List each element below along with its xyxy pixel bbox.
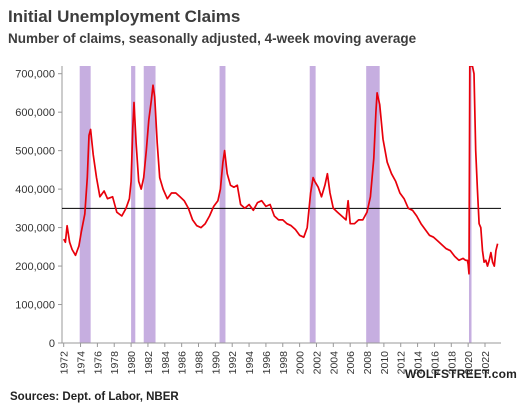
y-tick-label: 200,000 — [15, 261, 55, 273]
series-group — [62, 66, 499, 275]
recession-band-5 — [366, 66, 380, 343]
x-tick-label: 2020 — [463, 351, 475, 375]
x-tick-label: 1990 — [210, 351, 222, 375]
x-tick-label: 1986 — [177, 351, 189, 375]
x-tick-label: 2014 — [413, 351, 425, 375]
x-tick-label: 2002 — [311, 351, 323, 375]
x-tick-label: 2006 — [345, 351, 357, 375]
x-tick-label: 2008 — [362, 351, 374, 375]
series-line-0 — [62, 66, 499, 275]
x-tick-label: 2022 — [480, 351, 492, 375]
x-tick-label: 1982 — [143, 351, 155, 375]
y-axis: 0 100,000 200,000 300,000 400,000 500,000 600,… — [15, 66, 63, 350]
recession-band-3 — [219, 66, 226, 343]
x-tick-label: 2012 — [396, 351, 408, 375]
x-tick-label: 1998 — [278, 351, 290, 375]
y-tick-label: 0 — [49, 338, 55, 350]
x-tick-label: 1974 — [76, 351, 88, 375]
y-tick-label: 100,000 — [15, 300, 55, 312]
y-tick-label: 600,000 — [15, 107, 55, 119]
recession-band-6 — [468, 66, 472, 343]
chart-subtitle: Number of claims, seasonally adjusted, 4… — [8, 31, 417, 46]
source-note: Sources: Dept. of Labor, NBER — [10, 391, 179, 403]
x-tick-label: 1988 — [194, 351, 206, 375]
x-tick-label: 1994 — [244, 351, 256, 375]
x-tick-label: 2016 — [429, 351, 441, 375]
recession-bands — [79, 66, 472, 343]
y-tick-label: 700,000 — [15, 69, 55, 81]
recession-band-1 — [131, 66, 136, 343]
x-axis: 1972 1974 1976 1978 1980 1982 1984 1986 1988 1990… — [59, 342, 501, 375]
x-tick-label: 1972 — [59, 351, 71, 375]
x-tick-label: 1978 — [109, 351, 121, 375]
recession-band-2 — [143, 66, 156, 343]
x-tick-label: 1976 — [92, 351, 104, 375]
x-tick-label: 2000 — [295, 351, 307, 375]
y-tick-label: 300,000 — [15, 223, 55, 235]
x-tick-label: 2018 — [446, 351, 458, 375]
x-tick-label: 1996 — [261, 351, 273, 375]
x-tick-label: 2010 — [379, 351, 391, 375]
x-tick-label: 1992 — [227, 351, 239, 375]
chart-title: Initial Unemployment Claims — [8, 7, 241, 26]
recession-band-4 — [309, 66, 316, 343]
x-tick-label: 2004 — [328, 351, 340, 375]
y-tick-label: 500,000 — [15, 146, 55, 158]
x-tick-label: 1984 — [160, 351, 172, 375]
brand-watermark: WOLFSTREET.com — [404, 367, 517, 381]
x-tick-label: 1980 — [126, 351, 138, 375]
y-tick-label: 400,000 — [15, 184, 55, 196]
